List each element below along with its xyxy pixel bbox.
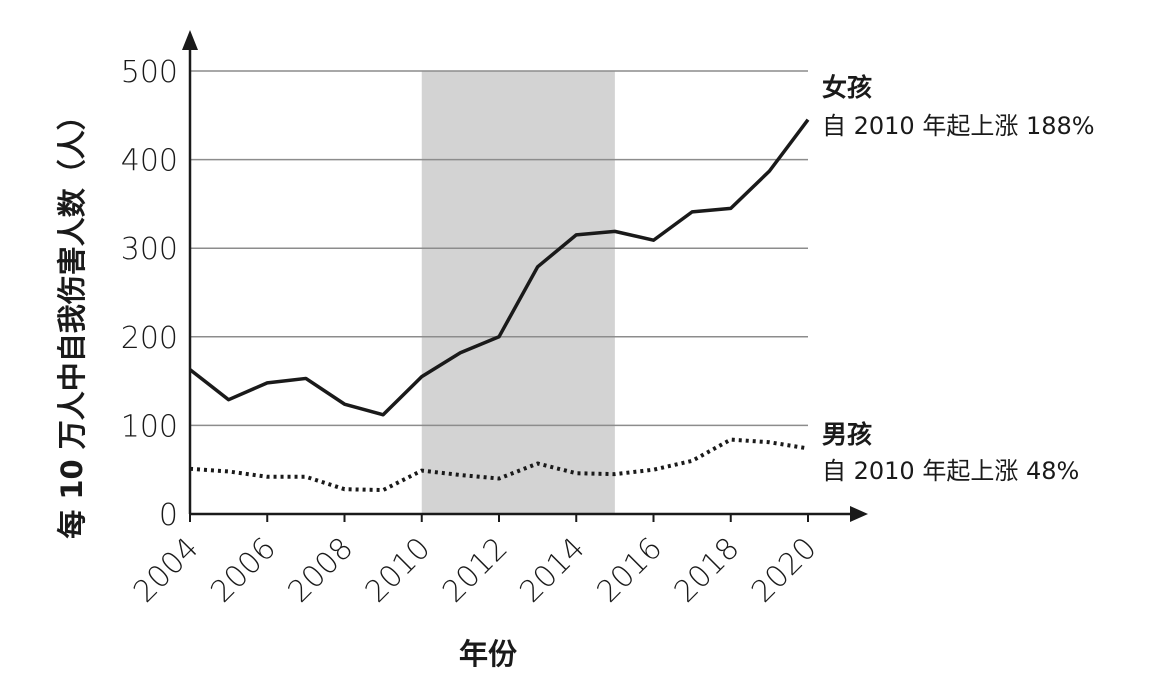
y-tick-label: 0 [159,498,178,533]
x-tick-label: 2010 [359,531,438,610]
x-tick-label: 2018 [668,531,747,610]
series-line-boys [189,437,809,493]
y-tick-label: 400 [121,144,178,179]
x-tick-label: 2012 [436,531,515,610]
x-tick-label: 2020 [745,531,824,610]
x-tick-label: 2006 [204,531,283,610]
legend-boys-title: 男孩 [822,420,872,449]
legend-boys-note: 自 2010 年起上涨 48% [822,457,1079,485]
highlight-band [421,71,615,514]
y-axis-arrow [182,30,198,50]
y-axis-title: 每 10 万人中自我伤害人数（人） [55,101,89,539]
x-tick-label: 2014 [513,531,592,610]
x-axis-title: 年份 [459,637,517,671]
series-line-girls [188,118,810,417]
x-axis-arrow [850,506,868,522]
x-tick-label: 2016 [590,531,669,610]
x-tick-label: 2008 [281,531,360,610]
x-tick-label: 2004 [127,531,206,610]
legend-girls-title: 女孩 [822,73,872,102]
y-tick-label: 200 [121,321,178,356]
y-tick-label: 100 [121,409,178,444]
y-tick-label: 300 [121,232,178,267]
y-tick-label: 500 [121,55,178,90]
legend-girls-note: 自 2010 年起上涨 188% [822,112,1095,140]
